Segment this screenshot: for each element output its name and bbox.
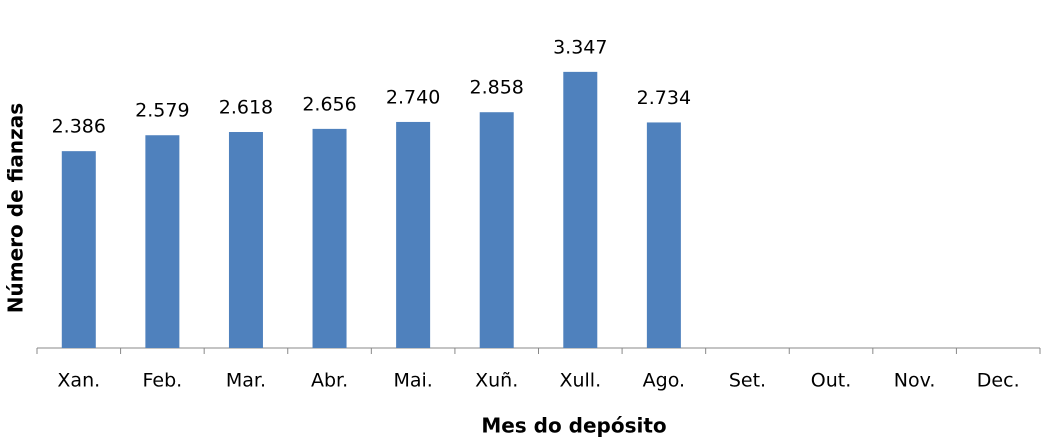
x-tick-label: Dec. — [977, 370, 1020, 392]
bar — [563, 71, 598, 348]
y-axis-title: Número de fianzas — [4, 103, 28, 313]
x-tick-label: Xuñ. — [475, 370, 518, 392]
x-tick-label: Abr. — [311, 370, 348, 392]
value-label: 2.386 — [52, 116, 106, 138]
x-tick-label: Out. — [811, 370, 852, 392]
x-tick-label: Ago. — [643, 370, 685, 392]
bar — [145, 135, 180, 348]
x-tick-label: Mar. — [226, 370, 266, 392]
bar — [228, 132, 263, 348]
x-tick-label: Mai. — [393, 370, 432, 392]
value-label: 2.618 — [219, 97, 273, 119]
value-label: 2.858 — [470, 77, 524, 99]
bar — [312, 128, 347, 348]
x-tick-label: Xull. — [559, 370, 601, 392]
x-tick-label: Feb. — [143, 370, 183, 392]
value-label: 2.734 — [637, 87, 691, 109]
x-tick-label: Set. — [729, 370, 766, 392]
value-label: 2.740 — [386, 86, 440, 108]
value-label: 2.579 — [135, 100, 189, 122]
x-axis-title: Mes do depósito — [481, 414, 666, 438]
bar — [479, 112, 514, 348]
x-tick-label: Xan. — [57, 370, 100, 392]
bar — [396, 121, 431, 348]
value-label: 3.347 — [553, 36, 607, 58]
x-tick-label: Nov. — [894, 370, 936, 392]
bar — [646, 122, 681, 348]
value-label: 2.656 — [302, 93, 356, 115]
bar — [61, 151, 96, 348]
